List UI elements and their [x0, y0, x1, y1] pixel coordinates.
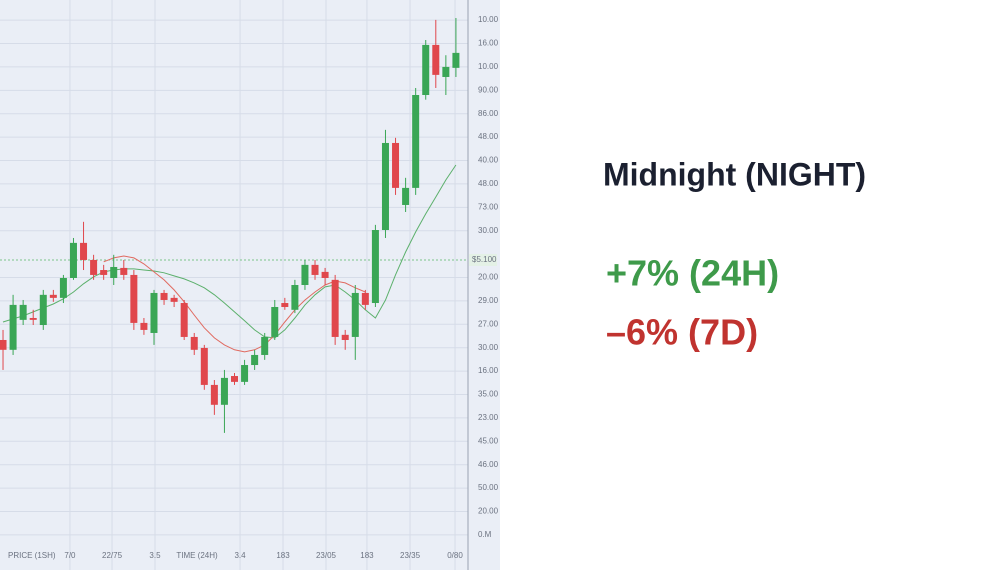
- candle-body: [100, 270, 108, 275]
- candle-body: [412, 95, 420, 188]
- candle-body: [39, 294, 47, 326]
- y-tick-label: 10.00: [478, 62, 499, 71]
- candle-body: [80, 242, 88, 260]
- chart: 0.M 20.00 50.00 46.00 45.00 23.00 35.00 16.00 30…: [0, 0, 499, 570]
- candle-body: [90, 259, 98, 275]
- candle-body: [271, 306, 279, 337]
- x-tick-label: 22/75: [102, 551, 123, 560]
- candle-body: [200, 347, 208, 385]
- candle-body: [9, 304, 17, 350]
- candle-body: [371, 230, 379, 304]
- candle-body: [180, 303, 188, 337]
- candle-body: [69, 242, 77, 278]
- candle-body: [422, 44, 430, 95]
- x-tick-label: 183: [360, 551, 374, 560]
- y-tick-label: 10.00: [478, 15, 499, 24]
- x-tick-label: 23/05: [316, 551, 337, 560]
- candle-body: [251, 354, 259, 366]
- x-tick-label: 3.5: [149, 551, 161, 560]
- candle-body: [321, 271, 329, 278]
- candle-body: [19, 304, 27, 320]
- candle-body: [381, 142, 389, 231]
- candle-body: [351, 292, 359, 337]
- y-tick-label: 86.00: [478, 109, 499, 118]
- y-tick-label: 30.00: [478, 226, 499, 235]
- change-7d: –6% (7D): [606, 312, 758, 353]
- y-tick-label: 27.00: [478, 319, 499, 328]
- candle-body: [190, 336, 198, 350]
- candle-body: [130, 274, 138, 323]
- change-24h: +7% (24H): [606, 253, 779, 294]
- candle-body: [241, 365, 249, 382]
- y-tick-label: 16.00: [478, 39, 499, 48]
- y-tick-label: 23.00: [478, 413, 499, 422]
- y-tick-label: 48.00: [478, 132, 499, 141]
- candle-body: [402, 187, 410, 205]
- x-tick-label: 183: [276, 551, 290, 560]
- candle-body: [291, 285, 299, 310]
- x-tick-label: 3.4: [234, 551, 246, 560]
- candle-body: [442, 66, 450, 77]
- y-tick-label: 35.00: [478, 390, 499, 399]
- moving-average-line: [2, 164, 457, 339]
- candle-body: [231, 376, 239, 382]
- y-axis-label: PRICE (1SH): [8, 551, 56, 560]
- y-tick-label: 0.M: [478, 530, 492, 539]
- candle-body: [301, 264, 309, 285]
- candle-body: [150, 292, 158, 333]
- candle-body: [0, 339, 7, 350]
- y-tick-label: 30.00: [478, 343, 499, 352]
- y-tick-label: 20.00: [478, 273, 499, 282]
- x-tick-label: 7/0: [64, 551, 76, 560]
- candle-body: [49, 294, 57, 298]
- y-tick-label: 16.00: [478, 366, 499, 375]
- candle-body: [452, 52, 460, 68]
- candle-body: [140, 322, 148, 330]
- candle-body: [160, 292, 168, 300]
- x-tick-label: 0/80: [447, 551, 463, 560]
- y-tick-label: 20.00: [478, 507, 499, 516]
- y-tick-label: 48.00: [478, 179, 499, 188]
- coin-title: Midnight (NIGHT): [603, 156, 866, 192]
- y-tick-label: 46.00: [478, 460, 499, 469]
- candle-body: [261, 336, 269, 355]
- candle-body: [110, 266, 118, 278]
- candle-body: [361, 292, 369, 305]
- y-tick-label: 45.00: [478, 436, 499, 445]
- candle-body: [341, 334, 349, 340]
- price-tag: [469, 253, 497, 266]
- y-tick-label: 29.00: [478, 296, 499, 305]
- candle-body: [311, 264, 319, 275]
- y-tick-label: 73.00: [478, 202, 499, 211]
- candle-body: [220, 377, 228, 405]
- price-tag-label: $5.100: [472, 255, 497, 264]
- x-tick-label: 23/35: [400, 551, 421, 560]
- candle-body: [170, 297, 178, 302]
- candle-body: [29, 317, 37, 320]
- candle-body: [432, 44, 440, 75]
- moving-average-line: [103, 255, 366, 353]
- candle-body: [331, 279, 339, 337]
- candle-body: [281, 303, 289, 307]
- x-axis-label: TIME (24H): [176, 551, 218, 560]
- y-tick-label: 50.00: [478, 483, 499, 492]
- y-tick-label: 90.00: [478, 85, 499, 94]
- candle-body: [120, 267, 128, 275]
- candle-body: [59, 277, 67, 298]
- candle-body: [210, 384, 218, 405]
- candle-body: [392, 142, 400, 188]
- y-tick-label: 40.00: [478, 156, 499, 165]
